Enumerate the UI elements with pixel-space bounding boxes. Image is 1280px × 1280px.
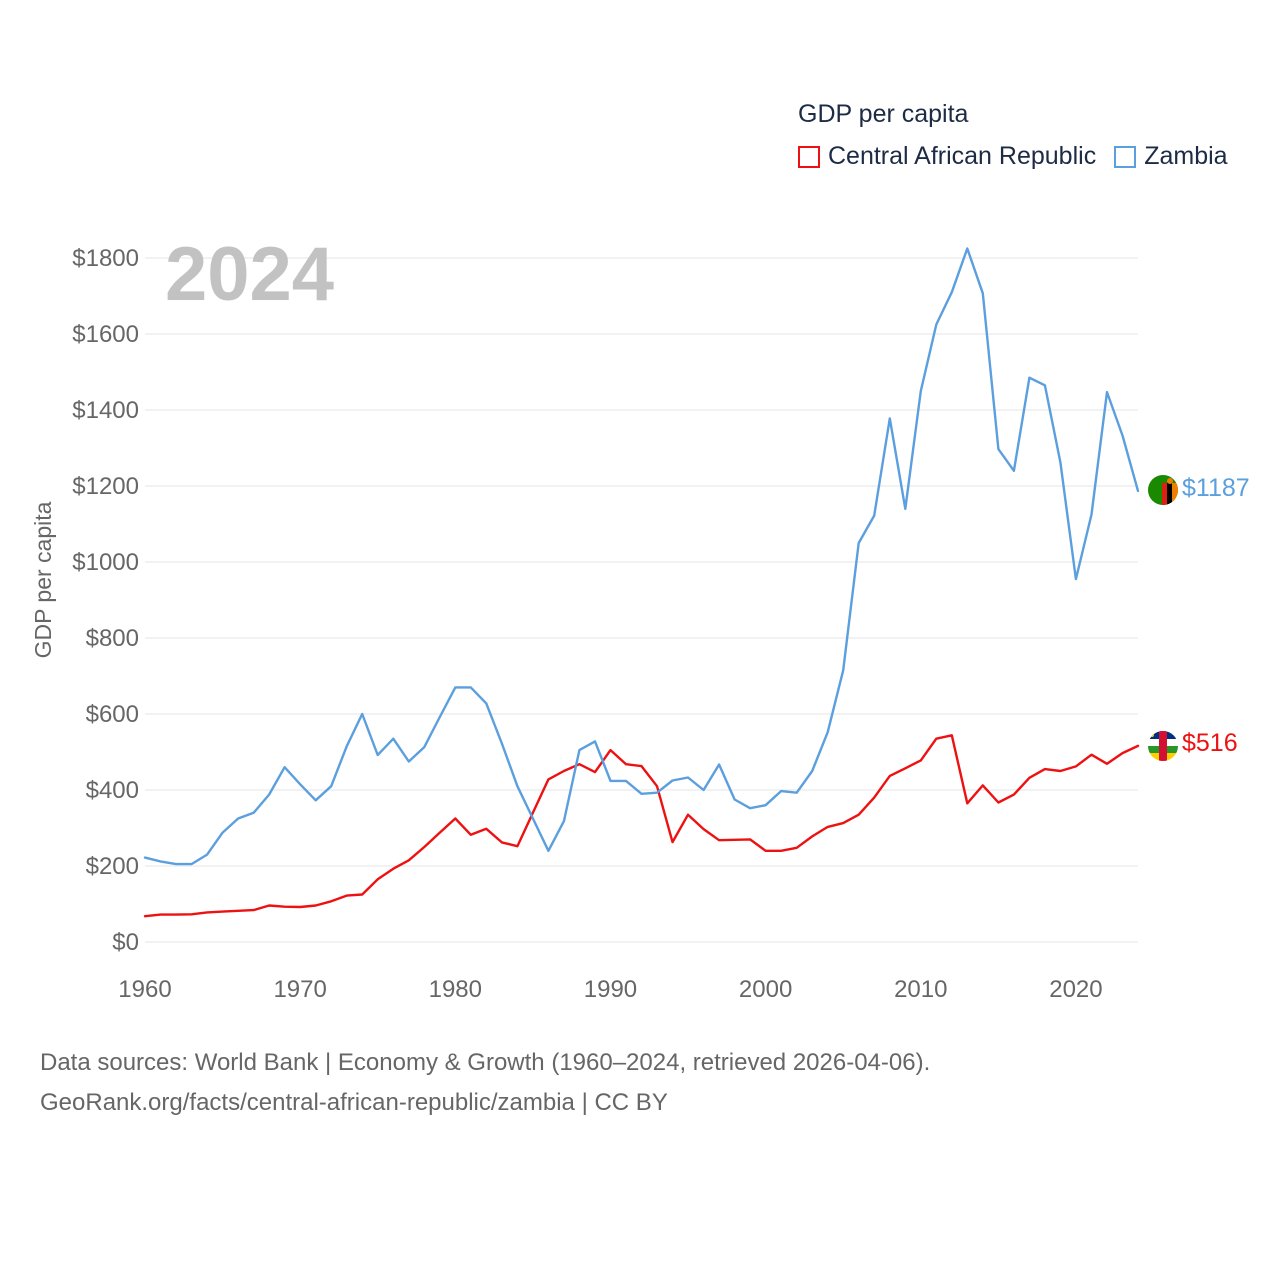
- x-tick-label: 2000: [739, 976, 792, 1003]
- x-tick-label: 1990: [584, 976, 637, 1003]
- x-tick-label: 1980: [429, 976, 482, 1003]
- grid-lines: [145, 257, 1138, 943]
- y-tick-label: $600: [86, 701, 139, 728]
- y-axis-ticks: $0 $200 $400 $600 $800 $1000 $1200 $1400 $1600 $1…: [72, 245, 139, 956]
- y-tick-label: $1600: [72, 321, 139, 348]
- y-tick-label: $800: [86, 625, 139, 652]
- car-end-value: $516: [1182, 729, 1238, 757]
- y-tick-label: $1800: [72, 245, 139, 272]
- legend-label-zambia: Zambia: [1144, 142, 1228, 170]
- y-tick-label: $400: [86, 777, 139, 804]
- x-tick-label: 1960: [118, 976, 171, 1003]
- legend-title: GDP per capita: [798, 100, 969, 128]
- sources-line-1: Data sources: World Bank | Economy & Gro…: [40, 1049, 931, 1076]
- sources-line-2[interactable]: GeoRank.org/facts/central-african-republ…: [40, 1089, 668, 1116]
- zambia-end-value: $1187: [1182, 474, 1250, 502]
- series-line-zambia: [143, 247, 1140, 866]
- legend-swatch-zambia: [1114, 145, 1137, 168]
- x-axis-ticks: 1960 1970 1980 1990 2000 2010 2020: [118, 976, 1102, 1003]
- year-badge: 2024: [165, 232, 334, 317]
- y-tick-label: $1400: [72, 397, 139, 424]
- y-axis-title: GDP per capita: [30, 501, 56, 658]
- x-tick-label: 2010: [894, 976, 947, 1003]
- data-sources: Data sources: World Bank | Economy & Gro…: [40, 1043, 930, 1123]
- x-tick-label: 2020: [1049, 976, 1102, 1003]
- series-line-car: [143, 734, 1140, 918]
- legend: Central African Republic Zambia: [798, 142, 1228, 171]
- legend-label-car: Central African Republic: [828, 142, 1097, 170]
- y-tick-label: $1000: [72, 549, 139, 576]
- y-tick-label: $1200: [72, 473, 139, 500]
- series-lines: [143, 247, 1140, 918]
- central-african-republic-flag-icon: [1148, 731, 1178, 761]
- y-tick-label: $200: [86, 853, 139, 880]
- legend-item-zambia[interactable]: Zambia: [1114, 142, 1228, 171]
- zambia-flag-icon: [1148, 475, 1178, 505]
- y-tick-label: $0: [112, 929, 139, 956]
- legend-swatch-car: [798, 145, 820, 168]
- x-tick-label: 1970: [273, 976, 326, 1003]
- legend-item-car[interactable]: Central African Republic: [798, 142, 1096, 171]
